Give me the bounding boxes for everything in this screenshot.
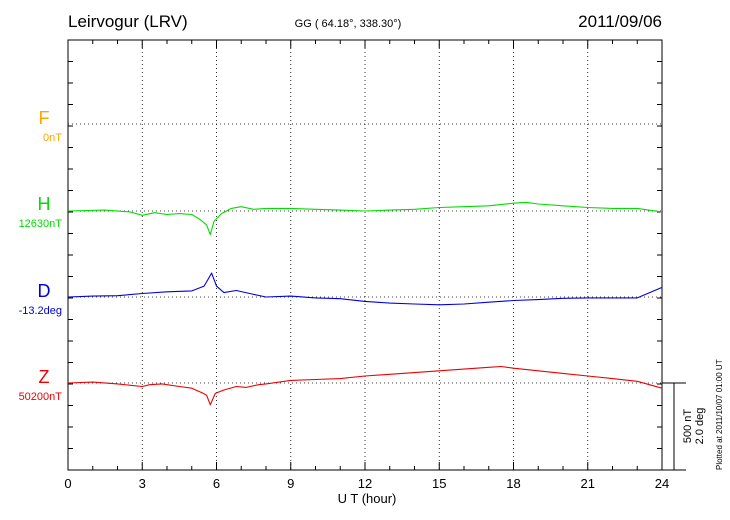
- x-tick-label: 24: [655, 476, 669, 491]
- component-label-f: F: [39, 108, 50, 128]
- grid: [68, 40, 662, 470]
- scale-bar-deg: 2.0 deg: [694, 408, 706, 445]
- station-title: Leirvogur (LRV): [68, 12, 188, 31]
- series-line-h: [67, 201, 663, 236]
- component-label-h: H: [38, 194, 51, 214]
- scale-bar-nt: 500 nT: [682, 409, 694, 444]
- scale-bar: 500 nT 2.0 deg: [662, 382, 706, 471]
- series-line-z: [67, 365, 663, 406]
- series-layer: [67, 201, 663, 406]
- baseline-label-z: 50200nT: [19, 391, 63, 403]
- x-tick-label: 3: [139, 476, 146, 491]
- component-label-d: D: [38, 281, 51, 301]
- x-tick-label: 9: [287, 476, 294, 491]
- baseline-label-h: 12630nT: [19, 218, 63, 230]
- x-tick-label: 0: [64, 476, 71, 491]
- x-tick-labels: 0 3 6 9 12 15 18 21 24: [64, 476, 669, 491]
- x-tick-label: 21: [581, 476, 595, 491]
- plotted-footnote: Plotted at 2011/10/07 01:00 UT: [715, 359, 724, 470]
- baseline-label-f: 0nT: [43, 132, 62, 144]
- coords-subtitle: GG ( 64.18°, 338.30°): [295, 18, 402, 30]
- x-tick-label: 18: [506, 476, 520, 491]
- axis-ticks: [67, 39, 663, 471]
- x-tick-label: 15: [432, 476, 446, 491]
- date-label: 2011/09/06: [578, 12, 662, 31]
- series-line-d: [67, 272, 663, 306]
- baseline-label-d: -13.2deg: [19, 305, 62, 317]
- x-tick-label: 6: [213, 476, 220, 491]
- x-axis-title: U T (hour): [338, 491, 397, 506]
- component-label-z: Z: [39, 367, 50, 387]
- x-tick-label: 12: [358, 476, 372, 491]
